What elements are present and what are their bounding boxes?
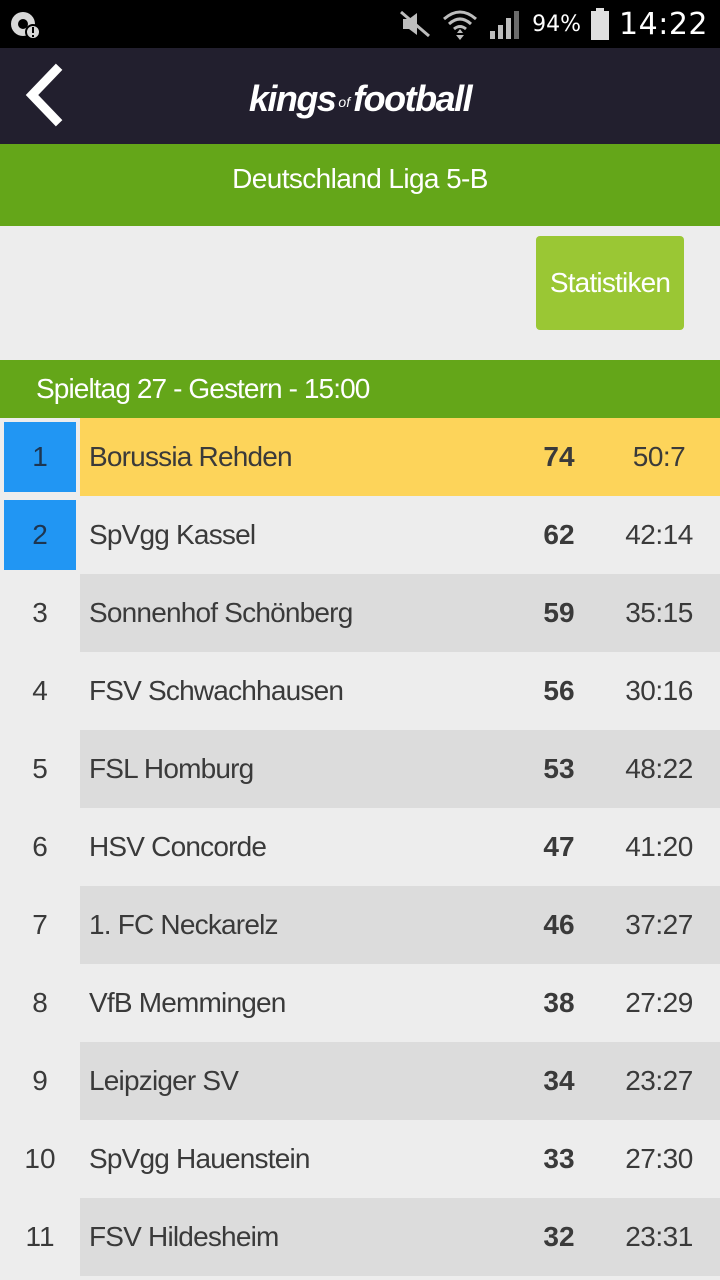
team-name: SpVgg Kassel: [89, 519, 256, 550]
points: 53: [543, 753, 575, 784]
logo-kings: kings: [248, 78, 337, 119]
goal-difference: 42:14: [625, 519, 693, 550]
clock: 14:22: [619, 6, 708, 42]
team-name: FSV Schwachhausen: [89, 675, 344, 706]
table-row[interactable]: 7 1. FC Neckarelz 46 37:27: [0, 886, 720, 964]
goal-difference: 48:22: [625, 753, 693, 784]
signal-icon: [490, 11, 520, 39]
table-row[interactable]: 11 FSV Hildesheim 32 23:31: [0, 1198, 720, 1276]
logo-football: football: [353, 78, 472, 119]
battery-percent: 94%: [532, 11, 582, 37]
rank-cell: 4: [32, 675, 48, 706]
table-row[interactable]: 3 Sonnenhof Schönberg 59 35:15: [0, 574, 720, 652]
app-header: kings offootball: [0, 48, 720, 144]
table-row[interactable]: 2 SpVgg Kassel 62 42:14: [0, 496, 720, 574]
goal-difference: 41:20: [625, 831, 693, 862]
rank-cell: 11: [25, 1221, 55, 1252]
team-name: HSV Concorde: [89, 831, 267, 862]
table-row[interactable]: 4 FSV Schwachhausen 56 30:16: [0, 652, 720, 730]
points: 47: [543, 831, 575, 862]
points: 46: [543, 909, 575, 940]
rank-cell: 1: [4, 422, 76, 492]
points: 62: [543, 519, 575, 550]
rank-cell: 5: [32, 753, 48, 784]
goal-difference: 30:16: [625, 675, 693, 706]
wifi-icon: [443, 10, 478, 40]
status-bar: 94% 14:22: [0, 0, 720, 48]
rank-cell: 8: [32, 987, 48, 1018]
rank-cell: 7: [32, 909, 48, 940]
team-name: FSV Hildesheim: [89, 1221, 279, 1252]
battery-icon: [591, 8, 610, 40]
table-row[interactable]: 10 SpVgg Hauenstein 33 27:30: [0, 1120, 720, 1198]
table-row[interactable]: 5 FSL Homburg 53 48:22: [0, 730, 720, 808]
standings-table: 1 Borussia Rehden 74 50:7 2 SpVgg Kassel…: [0, 418, 720, 1276]
statistics-button[interactable]: Statistiken: [536, 236, 684, 330]
team-name: Borussia Rehden: [89, 441, 293, 472]
points: 74: [543, 441, 575, 472]
points: 59: [543, 597, 575, 628]
points: 32: [543, 1221, 575, 1252]
points: 38: [543, 987, 575, 1018]
team-name: 1. FC Neckarelz: [89, 909, 279, 940]
team-name: FSL Homburg: [89, 753, 254, 784]
table-row[interactable]: 9 Leipziger SV 34 23:27: [0, 1042, 720, 1120]
table-row[interactable]: 8 VfB Memmingen 38 27:29: [0, 964, 720, 1042]
goal-difference: 27:29: [625, 987, 693, 1018]
league-title-bar: Deutschland Liga 5-B: [0, 144, 720, 226]
team-name: Sonnenhof Schönberg: [89, 597, 353, 628]
league-title: Deutschland Liga 5-B: [232, 163, 488, 194]
goal-difference: 50:7: [632, 441, 686, 472]
goal-difference: 27:30: [625, 1143, 693, 1174]
rank-cell: 10: [24, 1143, 56, 1174]
table-row[interactable]: 6 HSV Concorde 47 41:20: [0, 808, 720, 886]
app-logo: kings offootball: [0, 78, 720, 120]
rank-cell: 3: [32, 597, 48, 628]
points: 33: [543, 1143, 575, 1174]
matchday-label: Spieltag 27 - Gestern - 15:00: [36, 373, 370, 404]
rank-cell: 2: [4, 500, 76, 570]
goal-difference: 23:27: [625, 1065, 693, 1096]
team-name: SpVgg Hauenstein: [89, 1143, 311, 1174]
goal-difference: 35:15: [625, 597, 693, 628]
table-row[interactable]: 1 Borussia Rehden 74 50:7: [0, 418, 720, 496]
chevron-left-icon: [25, 63, 63, 127]
rank-cell: 9: [32, 1065, 48, 1096]
back-button[interactable]: [18, 62, 82, 128]
points: 56: [543, 675, 575, 706]
notification-icon: [11, 12, 41, 40]
logo-of: of: [338, 94, 351, 110]
goal-difference: 23:31: [625, 1221, 693, 1252]
team-name: Leipziger SV: [89, 1065, 239, 1096]
stats-area: Statistiken: [0, 226, 720, 360]
mute-icon: [400, 10, 431, 38]
points: 34: [543, 1065, 575, 1096]
team-name: VfB Memmingen: [89, 987, 286, 1018]
goal-difference: 37:27: [625, 909, 693, 940]
rank-cell: 6: [32, 831, 48, 862]
matchday-bar: Spieltag 27 - Gestern - 15:00: [0, 360, 720, 418]
